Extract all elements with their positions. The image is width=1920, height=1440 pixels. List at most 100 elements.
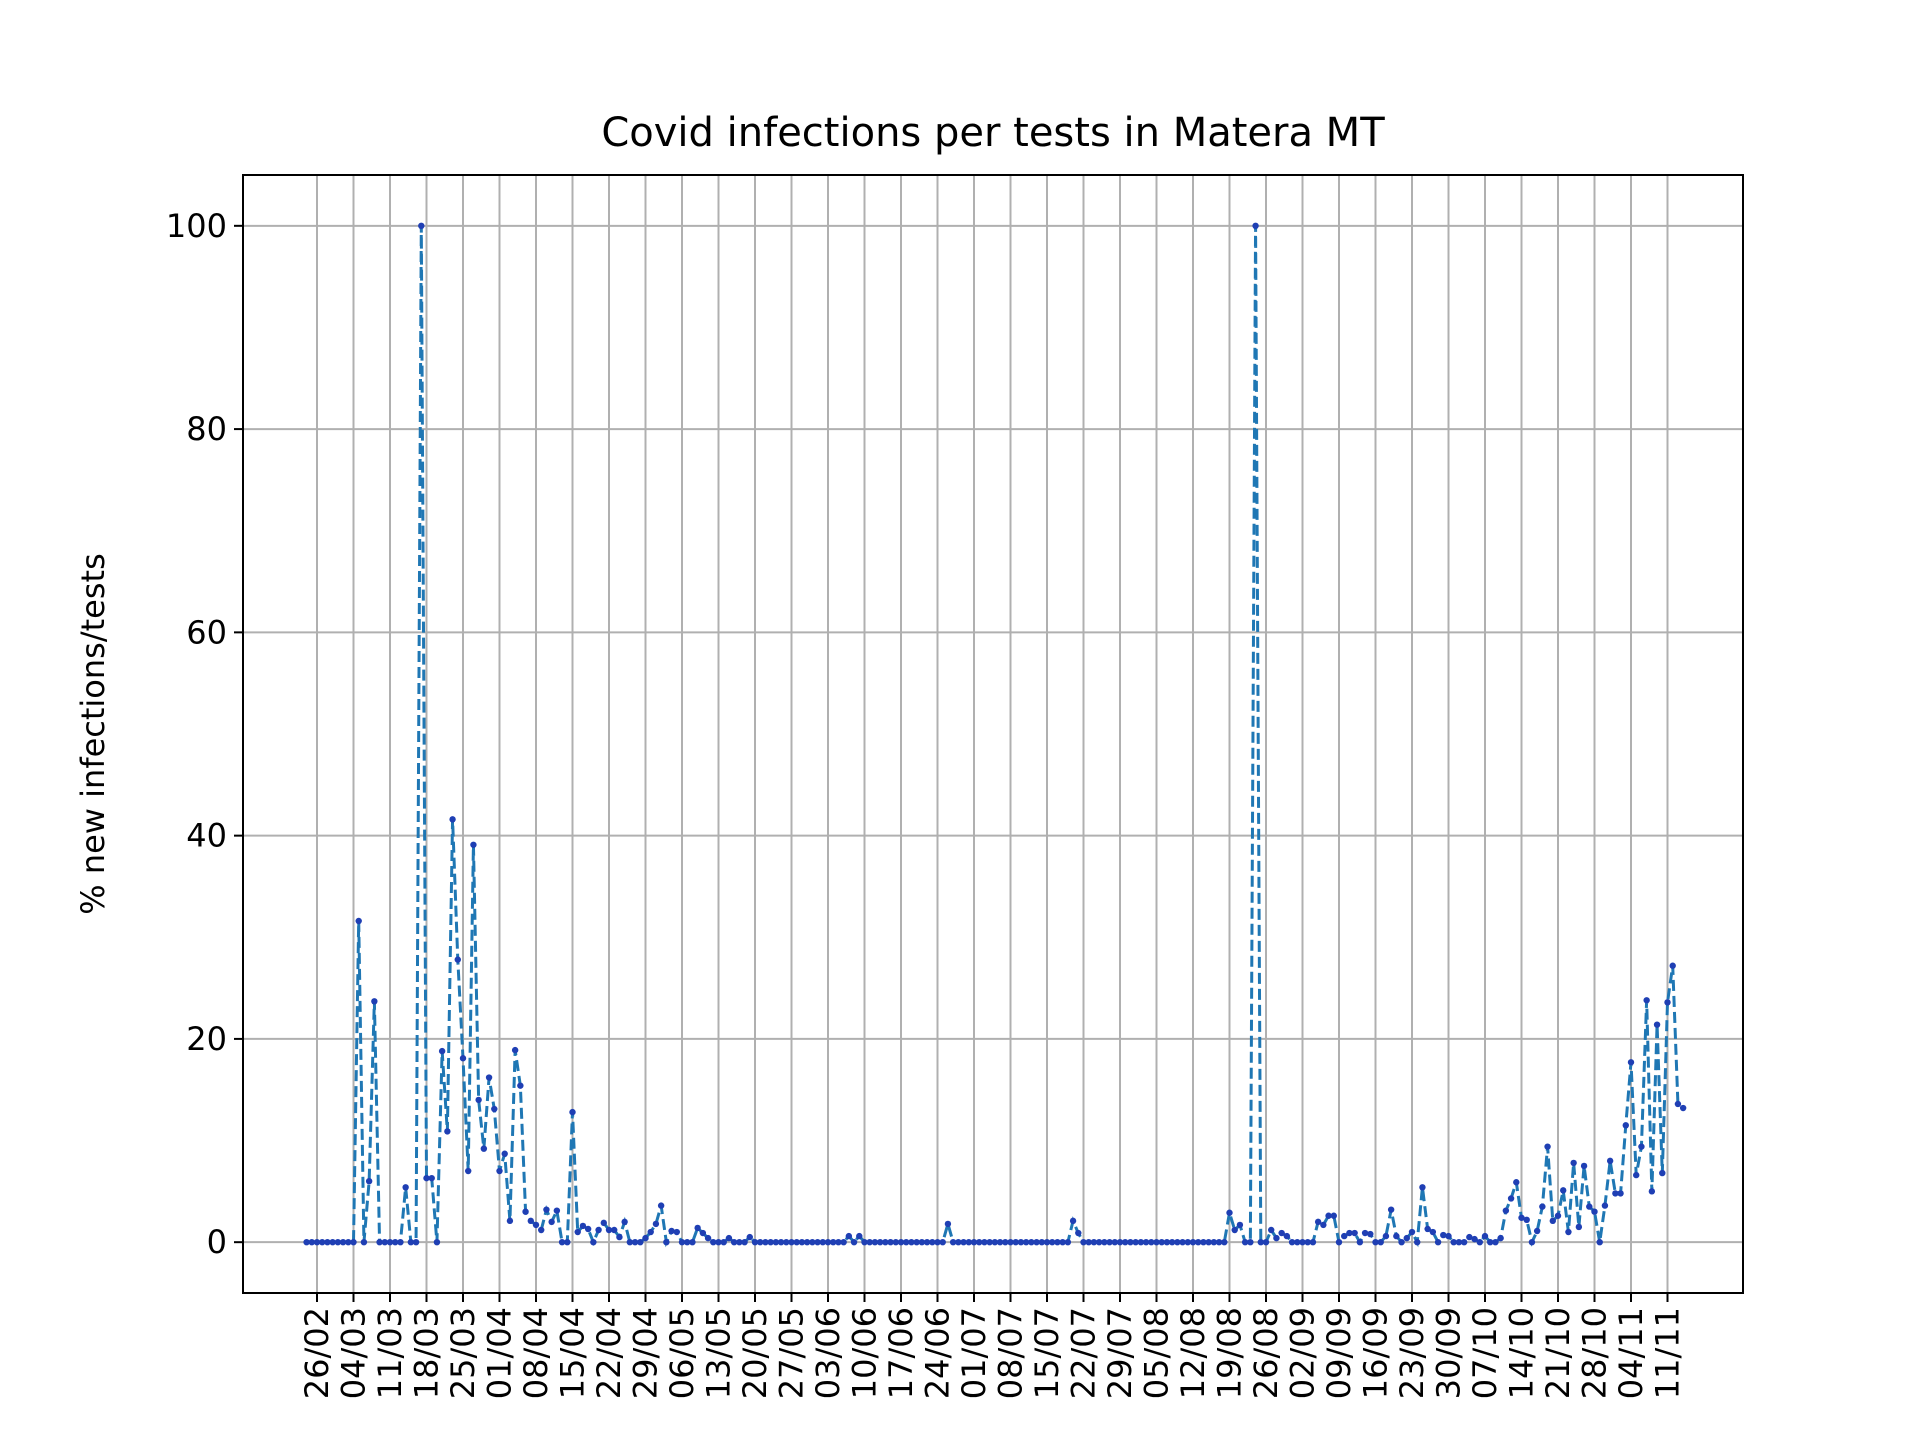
data-point	[1095, 1238, 1103, 1246]
data-point	[423, 1174, 430, 1182]
data-point	[1367, 1230, 1374, 1238]
x-tick-label: 05/08	[1138, 1307, 1176, 1399]
data-point	[1419, 1184, 1426, 1191]
data-point	[840, 1238, 847, 1246]
data-point	[897, 1238, 905, 1246]
data-point	[1189, 1238, 1197, 1246]
data-point	[1017, 1238, 1025, 1246]
data-point	[819, 1238, 826, 1246]
data-point	[1049, 1238, 1056, 1246]
data-point	[1648, 1188, 1656, 1195]
data-point	[1643, 997, 1650, 1004]
x-tick-label: 01/04	[481, 1307, 519, 1399]
data-point	[355, 917, 362, 925]
x-tick-label: 19/08	[1211, 1307, 1249, 1399]
axis-ticks: 02040608010026/0204/0311/0318/0325/0301/…	[166, 207, 1687, 1399]
data-point	[412, 1238, 420, 1246]
data-point	[918, 1238, 926, 1246]
data-point	[1351, 1229, 1358, 1237]
data-point	[1372, 1238, 1379, 1246]
x-tick-label: 02/09	[1284, 1307, 1322, 1399]
data-point	[1116, 1238, 1124, 1246]
x-tick-label: 16/09	[1357, 1307, 1395, 1399]
data-point	[1288, 1238, 1296, 1246]
data-point	[809, 1238, 816, 1246]
data-point	[313, 1238, 321, 1246]
x-tick-label: 13/05	[700, 1307, 738, 1399]
data-point	[730, 1238, 738, 1246]
y-tick-label: 80	[186, 410, 227, 448]
data-point	[527, 1217, 534, 1225]
data-point	[1059, 1238, 1066, 1246]
data-point	[720, 1238, 727, 1246]
data-point	[626, 1238, 634, 1246]
x-tick-label: 14/10	[1503, 1307, 1541, 1399]
grid	[243, 175, 1743, 1293]
data-point	[1653, 1021, 1661, 1028]
y-tick-label: 40	[186, 817, 227, 855]
data-point	[506, 1217, 514, 1225]
data-point	[1038, 1238, 1045, 1246]
data-point	[1007, 1238, 1014, 1246]
data-point	[303, 1238, 310, 1246]
data-point	[470, 841, 477, 848]
data-point	[949, 1238, 957, 1246]
data-point	[569, 1108, 576, 1116]
data-point	[334, 1238, 342, 1246]
x-tick-label: 29/04	[627, 1307, 665, 1399]
data-point	[1466, 1233, 1473, 1241]
series-line	[306, 225, 1685, 1248]
y-tick-label: 100	[166, 207, 227, 245]
data-point	[1674, 1100, 1682, 1108]
data-point	[1127, 1238, 1134, 1246]
data-point	[1601, 1202, 1609, 1209]
data-point	[678, 1238, 686, 1246]
x-tick-label: 08/04	[517, 1307, 555, 1399]
data-point	[1580, 1162, 1588, 1170]
data-point	[1304, 1238, 1311, 1246]
data-point	[1314, 1218, 1322, 1226]
data-point	[1043, 1238, 1051, 1246]
data-point	[736, 1238, 743, 1246]
data-point	[767, 1238, 774, 1246]
data-point	[517, 1082, 524, 1089]
data-point	[647, 1228, 654, 1236]
data-point	[710, 1238, 717, 1246]
data-point	[1476, 1238, 1483, 1246]
data-point	[1659, 1169, 1666, 1177]
x-tick-label: 29/07	[1101, 1307, 1139, 1399]
data-point	[1669, 962, 1676, 969]
data-point	[496, 1167, 503, 1175]
data-point	[1215, 1238, 1223, 1246]
x-tick-label: 04/03	[335, 1307, 373, 1399]
data-point	[631, 1238, 639, 1246]
data-point	[454, 956, 461, 963]
data-point	[934, 1238, 941, 1246]
data-point	[850, 1238, 858, 1246]
data-point	[574, 1228, 581, 1236]
data-point	[741, 1238, 748, 1246]
data-point	[668, 1227, 675, 1235]
data-point	[1200, 1238, 1207, 1246]
data-point	[584, 1225, 592, 1233]
data-point	[1142, 1238, 1150, 1246]
x-tick-label: 10/06	[846, 1307, 884, 1399]
data-point	[1262, 1238, 1270, 1246]
data-point	[1205, 1238, 1212, 1246]
data-point	[480, 1145, 488, 1152]
data-point	[438, 1047, 446, 1055]
data-point	[751, 1238, 759, 1246]
data-point	[1565, 1228, 1572, 1236]
data-point	[835, 1238, 842, 1246]
data-point	[1231, 1226, 1238, 1234]
data-point	[861, 1238, 868, 1246]
data-point	[689, 1238, 696, 1246]
data-point	[1320, 1221, 1327, 1229]
data-point	[1294, 1238, 1301, 1246]
data-point	[876, 1238, 884, 1246]
data-point	[324, 1238, 331, 1246]
x-tick-label: 26/02	[298, 1307, 336, 1399]
data-point	[365, 1178, 373, 1185]
data-point	[1481, 1232, 1489, 1240]
data-point	[793, 1238, 800, 1246]
